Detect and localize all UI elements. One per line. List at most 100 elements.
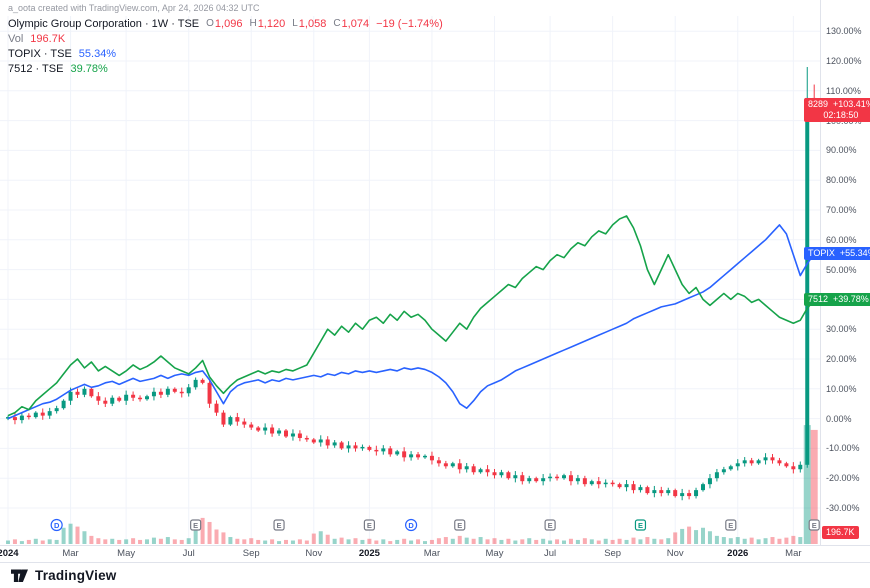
volume-axis-badge: 196.7K <box>822 526 859 539</box>
candle-body <box>124 394 129 401</box>
volume-bar <box>735 537 740 544</box>
candle-body <box>749 460 754 464</box>
volume-bar <box>534 539 539 544</box>
volume-bar <box>638 539 643 544</box>
candle-body <box>290 433 295 437</box>
volume-bar <box>110 538 115 544</box>
topix-title: TOPIX · TSE <box>8 47 72 60</box>
change-value: −19 (−1.74%) <box>376 17 443 30</box>
candle-body <box>457 463 462 470</box>
candle-body <box>596 481 601 485</box>
volume-bar <box>242 539 247 544</box>
volume-bar <box>249 538 254 544</box>
candle-body <box>256 427 261 431</box>
legend-main-row[interactable]: Olympic Group Corporation · 1W · TSE O 1,… <box>8 16 443 31</box>
candle-body <box>214 403 219 413</box>
time-axis-divider <box>0 545 870 546</box>
open-value: O 1,096 <box>206 17 243 30</box>
candle-body <box>506 472 511 479</box>
tradingview-logo-icon[interactable] <box>10 566 29 585</box>
candle-body <box>485 469 490 473</box>
legend-7512-row[interactable]: 7512 · TSE 39.78% <box>8 61 443 76</box>
candle-body <box>541 478 546 482</box>
price-axis[interactable]: 130.00%120.00%110.00%100.00%90.00%80.00%… <box>820 0 870 561</box>
volume-bar <box>297 539 302 544</box>
volume-bar <box>263 540 268 544</box>
candle-body <box>332 442 337 446</box>
candle-body <box>798 464 803 470</box>
legend-volume-row[interactable]: Vol 196.7K <box>8 31 443 46</box>
dividend-marker[interactable] <box>50 518 63 532</box>
candle-body <box>47 411 52 416</box>
candle-body <box>520 475 525 482</box>
volume-bar <box>659 539 664 544</box>
candle-body <box>478 469 483 473</box>
marker-letter: E <box>548 521 553 530</box>
time-axis[interactable]: 2024 Mar May Jul Sep Nov 2025 Mar May Jul Sep Nov 20… <box>0 546 870 561</box>
candle-body <box>221 412 226 425</box>
earnings-marker[interactable] <box>454 519 466 531</box>
candle-body <box>297 433 302 438</box>
candle-body <box>374 449 379 452</box>
volume-bar <box>165 537 170 544</box>
tradingview-brand-text[interactable]: TradingView <box>35 567 117 583</box>
candle-body <box>131 394 136 398</box>
volume-bar <box>228 537 233 544</box>
candle-body <box>436 460 441 464</box>
price-tick-label: 80.00% <box>826 175 857 186</box>
volume-bar <box>610 539 615 544</box>
volume-bar <box>541 538 546 544</box>
earnings-marker[interactable] <box>363 519 375 531</box>
volume-bar <box>277 541 282 544</box>
volume-bar <box>770 537 775 544</box>
volume-bar <box>158 538 163 544</box>
candle-body <box>61 400 66 409</box>
earnings-marker[interactable] <box>273 519 285 531</box>
marker-letter: E <box>728 521 733 530</box>
candle-body <box>492 472 497 476</box>
footer: TradingView <box>10 564 116 586</box>
candle-body <box>200 379 205 383</box>
candle-body <box>666 490 671 494</box>
volume-bar <box>798 537 803 544</box>
candle-body <box>416 454 421 458</box>
marker-letter: E <box>638 521 643 530</box>
earnings-marker[interactable] <box>634 519 647 531</box>
marker-letter: E <box>193 521 198 530</box>
volume-bar <box>235 538 240 544</box>
legend-topix-row[interactable]: TOPIX · TSE 55.34% <box>8 46 443 61</box>
volume-bar <box>707 531 712 544</box>
volume-bar <box>68 523 73 544</box>
earnings-marker[interactable] <box>808 519 820 531</box>
candle-body <box>791 466 796 470</box>
volume-bar <box>555 539 560 544</box>
volume-bar <box>214 529 219 544</box>
earnings-marker[interactable] <box>190 519 202 531</box>
volume-bar <box>589 539 594 544</box>
volume-bar <box>89 535 94 544</box>
earnings-marker[interactable] <box>725 519 737 531</box>
volume-bar <box>61 527 66 544</box>
candle-body <box>353 445 358 449</box>
candle-body <box>555 476 560 479</box>
topix-line <box>7 224 815 420</box>
candle-body <box>742 460 747 464</box>
dividend-marker[interactable] <box>405 518 418 532</box>
volume-bar <box>151 537 156 544</box>
volume-bar <box>645 537 650 544</box>
earnings-marker[interactable] <box>544 519 556 531</box>
candle-body <box>270 427 275 434</box>
volume-bar <box>485 539 490 544</box>
candle-body <box>784 463 789 467</box>
candle-body <box>534 478 539 482</box>
price-tick-label: 110.00% <box>826 85 861 96</box>
candle-body <box>151 391 156 397</box>
candle-body <box>568 475 573 482</box>
price-tick-label: -20.00% <box>826 473 860 484</box>
volume-bar <box>596 540 601 544</box>
candle-body <box>645 487 650 494</box>
attribution-text: a_oota created with TradingView.com, Apr… <box>8 3 260 13</box>
volume-bar <box>429 539 434 544</box>
volume-bar <box>791 535 796 544</box>
